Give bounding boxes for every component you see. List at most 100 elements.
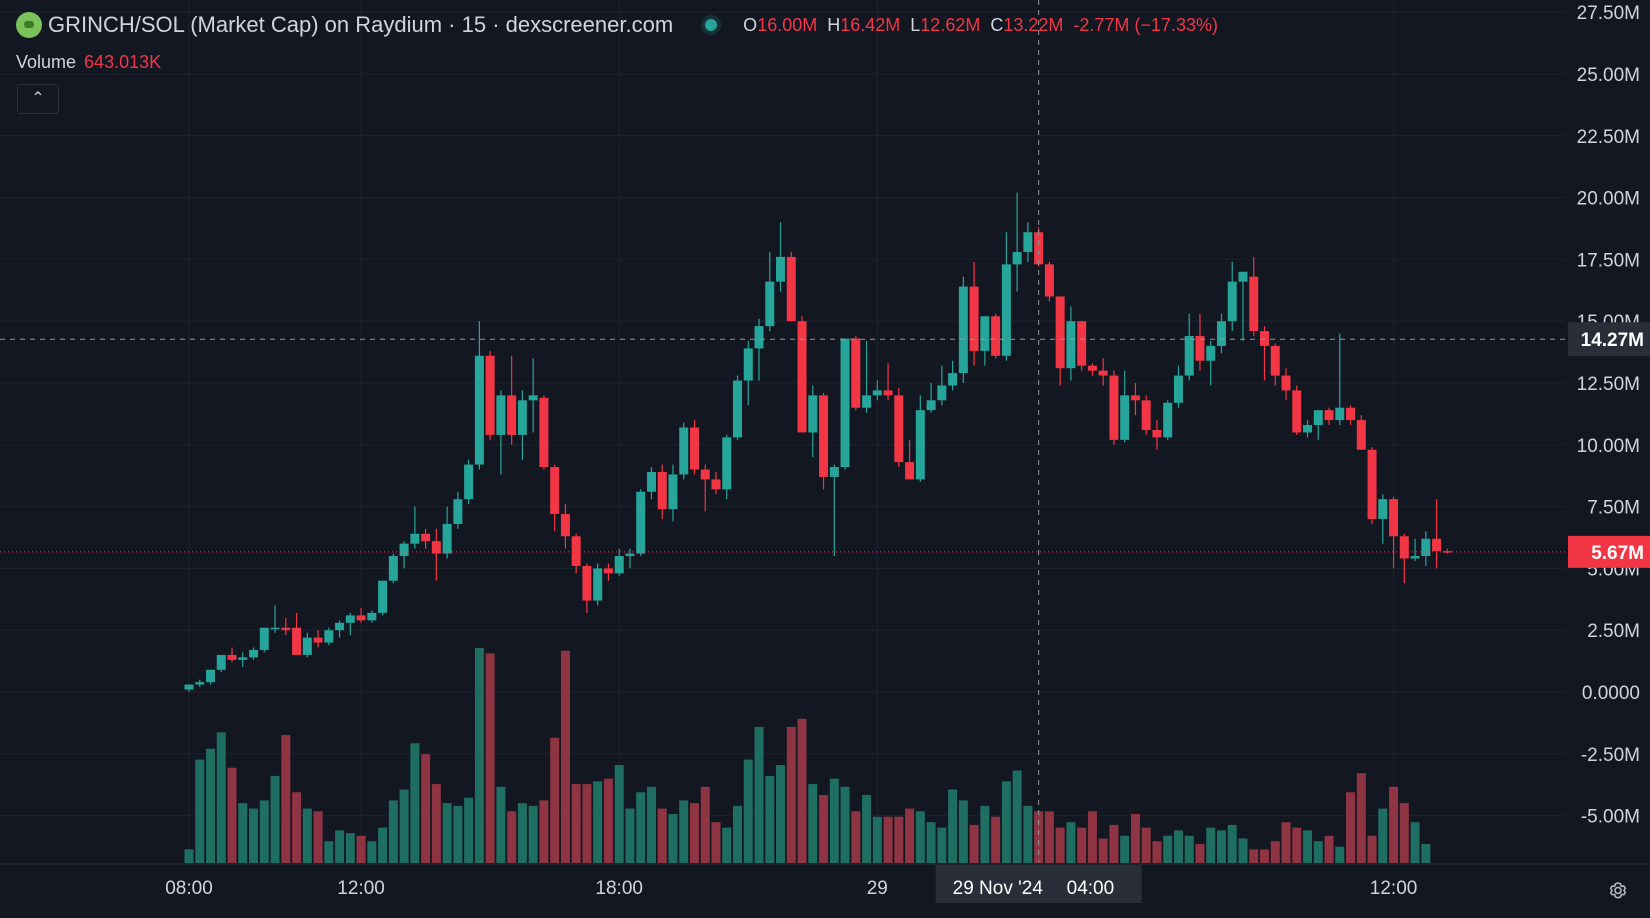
- price-axis[interactable]: 27.50M25.00M22.50M20.00M17.50M15.00M12.5…: [1568, 3, 1650, 828]
- volume-bar: [1238, 838, 1248, 863]
- volume-bar: [1410, 822, 1420, 863]
- volume-bar: [1206, 827, 1216, 863]
- x-tick-label: 18:00: [595, 878, 643, 899]
- volume-bar: [378, 827, 388, 863]
- candle-body: [249, 649, 259, 658]
- candle-body: [1335, 407, 1345, 421]
- volume-bar: [593, 781, 603, 863]
- candle-body: [281, 627, 291, 631]
- volume-bar: [1216, 830, 1226, 863]
- time-axis[interactable]: 08:00 12:00 18:00 29 12:00 29 Nov '24 04:00: [0, 863, 1650, 903]
- candle-body: [571, 536, 581, 566]
- volume-bar: [1152, 841, 1162, 863]
- candle-body: [1378, 499, 1388, 519]
- candle-body: [1346, 407, 1356, 421]
- candle-body: [1410, 556, 1420, 559]
- volume-bar: [517, 803, 527, 863]
- candle-body: [367, 612, 377, 621]
- volume-bar: [1066, 822, 1076, 863]
- volume-bar: [894, 816, 904, 863]
- volume-bar: [335, 830, 345, 863]
- volume-bar: [862, 794, 872, 863]
- volume-bar: [926, 822, 936, 863]
- volume-bar: [948, 789, 958, 863]
- candle-body: [603, 568, 613, 574]
- candle-body: [1087, 365, 1097, 371]
- volume-bar: [819, 794, 829, 863]
- volume-bar: [1012, 770, 1022, 863]
- volume-bar: [1163, 835, 1173, 863]
- gear-icon[interactable]: [1604, 876, 1632, 904]
- volume-bar: [883, 816, 893, 863]
- candle-body: [410, 533, 420, 544]
- ohlc-open: O16.00M: [743, 14, 818, 35]
- volume-bar: [367, 841, 377, 863]
- volume-bar: [1303, 830, 1313, 863]
- candle-body: [507, 395, 517, 435]
- volume-bar: [1389, 786, 1399, 863]
- candle-body: [560, 514, 570, 537]
- candle-body: [1023, 232, 1033, 252]
- chart-legend: GRINCH/SOL (Market Cap) on Raydium · 15 …: [16, 12, 1228, 38]
- volume-bar: [1087, 811, 1097, 863]
- candle-body: [453, 499, 463, 524]
- volume-bar: [227, 767, 237, 863]
- candle-body: [1152, 429, 1162, 438]
- candle-body: [496, 395, 506, 435]
- x-tick-label: 29: [867, 878, 888, 899]
- candle-body: [345, 615, 355, 623]
- volume-bar: [442, 803, 452, 863]
- candle-body: [786, 256, 796, 322]
- candle-body: [668, 474, 678, 510]
- volume-bar: [851, 811, 861, 863]
- candle-body: [1195, 336, 1205, 361]
- volume-bar: [431, 784, 441, 863]
- volume-bar: [969, 824, 979, 863]
- collapse-legend-button[interactable]: ⌃: [17, 84, 59, 114]
- volume-bar: [464, 797, 474, 863]
- volume-bar: [1055, 827, 1065, 863]
- volume-bar: [625, 808, 635, 863]
- volume-bar: [689, 803, 699, 863]
- volume-bar: [1249, 849, 1259, 863]
- candle-body: [1421, 538, 1431, 557]
- volume-bar: [496, 786, 506, 863]
- candle-body: [1066, 321, 1076, 369]
- candle-body: [539, 397, 549, 468]
- last-price-box: [1568, 535, 1650, 568]
- volume-bar: [1173, 830, 1183, 863]
- candle-body: [722, 437, 732, 490]
- volume-bar: [776, 765, 786, 863]
- candle-body: [915, 410, 925, 480]
- candles: [184, 192, 1452, 692]
- candle-body: [625, 553, 635, 557]
- candle-body: [227, 654, 237, 660]
- volume-bar: [1227, 824, 1237, 863]
- volume-bar: [1109, 824, 1119, 863]
- volume-bar: [829, 778, 839, 863]
- token-logo: [16, 12, 42, 38]
- candle-body: [980, 316, 990, 351]
- volume-bar: [1324, 835, 1334, 863]
- candle-body: [1238, 271, 1248, 282]
- volume-bar: [1001, 781, 1011, 863]
- candle-body: [216, 654, 226, 670]
- candle-body: [636, 491, 646, 554]
- candle-body: [206, 669, 216, 683]
- volume-bar: [1120, 835, 1130, 863]
- volume-bar: [206, 748, 216, 863]
- x-tick-label: 12:00: [1370, 878, 1418, 899]
- candle-body: [829, 467, 839, 477]
- volume-bar: [356, 835, 366, 863]
- ohlc-change: -2.77M (−17.33%): [1073, 14, 1218, 35]
- volume-bar: [915, 811, 925, 863]
- candle-body: [883, 390, 893, 396]
- volume-bar: [1130, 814, 1140, 863]
- volume-bar: [743, 759, 753, 863]
- candle-body: [1303, 425, 1313, 433]
- volume-bar: [421, 754, 431, 863]
- volume-bar: [399, 789, 409, 863]
- candle-body: [1055, 296, 1065, 369]
- candle-body: [335, 622, 345, 631]
